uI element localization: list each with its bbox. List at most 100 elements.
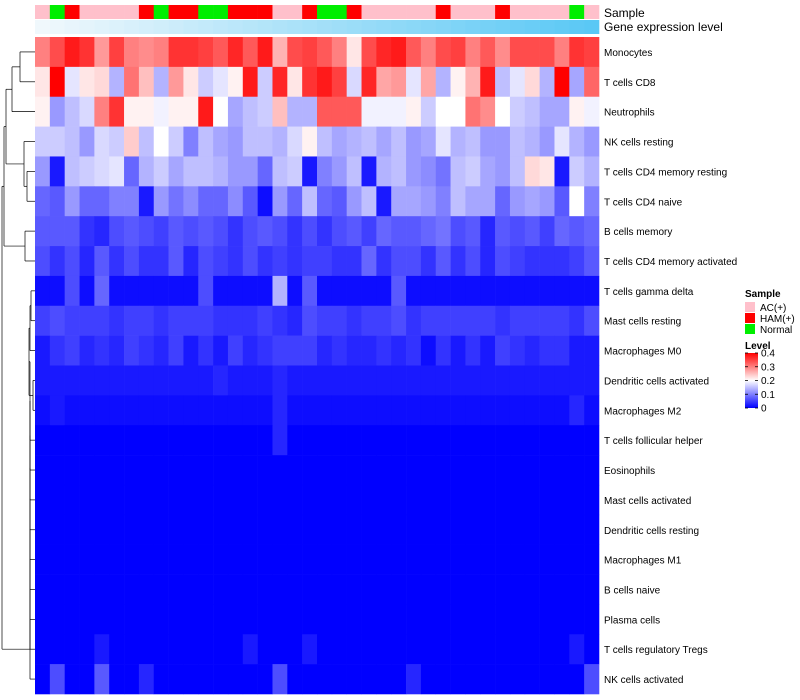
heatmap-cell: [94, 66, 110, 98]
heatmap-cell: [346, 425, 362, 456]
heatmap-cell: [49, 455, 65, 486]
heatmap-cell: [376, 66, 392, 98]
heatmap-cell: [35, 156, 51, 187]
legend-swatch-ac: [745, 302, 755, 312]
sample-annotation-cell: [524, 5, 540, 19]
heatmap-cell: [465, 425, 481, 456]
heatmap-cell: [109, 335, 125, 366]
heatmap-cell: [168, 275, 184, 307]
heatmap-cell: [317, 365, 333, 396]
heatmap-cell: [227, 395, 244, 426]
heatmap-cell: [406, 66, 422, 98]
heatmap-cell: [227, 186, 244, 217]
expression-annotation-cell: [509, 20, 526, 34]
legend-label-ac: AC(+): [760, 303, 786, 314]
heatmap-cell: [406, 126, 422, 157]
heatmap-cell: [584, 604, 600, 635]
heatmap-cell: [138, 574, 155, 605]
heatmap-cell: [302, 216, 318, 247]
heatmap-cell: [272, 305, 288, 336]
heatmap-cell: [317, 66, 333, 98]
heatmap-cell: [361, 425, 377, 456]
sample-annotation-cell: [361, 5, 377, 19]
heatmap-cell: [495, 425, 511, 456]
heatmap-cell: [361, 335, 377, 366]
heatmap-cell: [524, 156, 540, 187]
heatmap-cell: [287, 455, 303, 486]
heatmap-cell: [138, 365, 155, 396]
expression-annotation-cell: [168, 20, 184, 34]
heatmap-cell: [183, 216, 199, 247]
heatmap-cell: [183, 634, 199, 665]
expression-annotation-cell: [331, 20, 347, 34]
heatmap-cell: [569, 574, 585, 605]
heatmap-cell: [79, 634, 95, 665]
heatmap-cell: [435, 455, 451, 486]
heatmap-cell: [109, 275, 125, 307]
heatmap-cell: [124, 275, 140, 307]
heatmap-cell: [213, 664, 229, 695]
heatmap-cell: [79, 664, 95, 695]
annotation-label-expression: Gene expression level: [604, 20, 723, 34]
heatmap-cell: [109, 96, 125, 127]
heatmap-cell: [480, 604, 496, 635]
heatmap-cell: [198, 544, 214, 575]
heatmap-cell: [257, 425, 273, 456]
heatmap-cell: [138, 455, 155, 486]
heatmap-cell: [450, 544, 466, 575]
sample-annotation-cell: [465, 5, 481, 19]
heatmap-cell: [213, 365, 229, 396]
heatmap-cell: [569, 216, 585, 247]
heatmap-cell: [420, 664, 437, 695]
heatmap-cell: [435, 335, 451, 366]
heatmap-cell: [420, 514, 437, 545]
expression-annotation-cell: [480, 20, 496, 34]
heatmap-cell: [420, 544, 437, 575]
heatmap-cell: [227, 96, 244, 127]
heatmap-cell: [420, 484, 437, 516]
heatmap-cell: [242, 365, 258, 396]
heatmap-cell: [168, 425, 184, 456]
heatmap-cell: [317, 425, 333, 456]
heatmap-cell: [272, 604, 288, 635]
heatmap-cell: [35, 604, 51, 635]
heatmap-cell: [495, 37, 511, 68]
heatmap-cell: [64, 544, 80, 575]
heatmap-cell: [35, 484, 51, 516]
heatmap-cell: [183, 96, 199, 127]
heatmap-cell: [584, 544, 600, 575]
heatmap-cell: [153, 66, 169, 98]
legend-level-tick-label: 0.1: [761, 390, 775, 401]
heatmap-cell: [124, 156, 140, 187]
heatmap-cell: [361, 275, 377, 307]
heatmap-cell: [406, 425, 422, 456]
heatmap-cell: [124, 126, 140, 157]
heatmap-cell: [420, 455, 437, 486]
heatmap-cell: [272, 634, 288, 665]
heatmap-cell: [109, 216, 125, 247]
heatmap-cell: [124, 66, 140, 98]
heatmap-cell: [213, 455, 229, 486]
heatmap-cell: [376, 365, 392, 396]
heatmap-cell: [49, 425, 65, 456]
heatmap-cell: [495, 126, 511, 157]
heatmap-cell: [524, 305, 540, 336]
heatmap-cell: [391, 365, 407, 396]
heatmap-cell: [465, 246, 481, 277]
heatmap-cell: [361, 96, 377, 127]
heatmap-cell: [198, 604, 214, 635]
heatmap-cell: [109, 455, 125, 486]
heatmap-cell: [569, 425, 585, 456]
heatmap-cell: [376, 335, 392, 366]
heatmap-cell: [554, 514, 570, 545]
heatmap-cell: [524, 574, 540, 605]
heatmap-cell: [257, 66, 273, 98]
heatmap-cell: [302, 126, 318, 157]
heatmap-cell: [183, 335, 199, 366]
heatmap-cell: [153, 664, 169, 695]
heatmap-cell: [450, 664, 466, 695]
heatmap-cell: [554, 425, 570, 456]
heatmap-cell: [584, 275, 600, 307]
heatmap-cell: [64, 484, 80, 516]
heatmap-cell: [183, 664, 199, 695]
